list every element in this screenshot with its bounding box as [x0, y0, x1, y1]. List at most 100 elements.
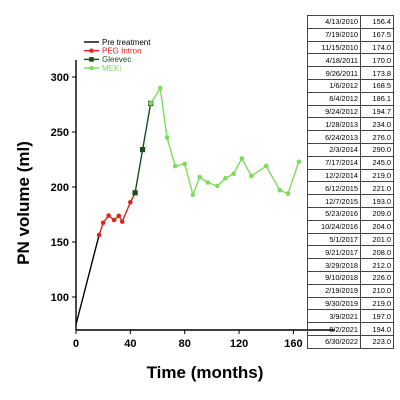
table-row: 2/3/2014 290.0: [307, 142, 394, 157]
measurement-table: 4/13/2010 156.4 7/19/2010 167.5 11/15/2010 17…: [307, 15, 394, 349]
table-row: 8/2/2021 194.0: [307, 322, 394, 336]
legend-marker-gleevec: [89, 57, 94, 62]
data-point-peg-intron: [111, 217, 117, 223]
table-date-cell: 1/28/2013: [307, 117, 361, 132]
table-date-cell: 5/1/2017: [307, 232, 361, 247]
table-row: 6/24/2013 276.0: [307, 130, 394, 144]
data-point-peg-intron: [119, 219, 125, 224]
data-point-meki: [172, 163, 178, 169]
table-date-cell: 6/30/2022: [307, 334, 361, 349]
data-point-meki: [263, 163, 269, 169]
table-date-cell: 6/24/2013: [307, 130, 361, 144]
table-date-cell: 3/9/2021: [307, 309, 361, 324]
table-value-cell: 290.0: [360, 142, 394, 157]
data-point-peg-intron: [100, 220, 106, 226]
table-value-cell: 226.0: [360, 270, 394, 285]
table-value-cell: 223.0: [360, 334, 394, 349]
data-point-gleevec: [132, 190, 138, 196]
table-row: 6/30/2022 223.0: [307, 334, 394, 349]
table-value-cell: 209.0: [360, 206, 394, 221]
table-row: 9/10/2018 226.0: [307, 270, 394, 285]
table-value-cell: 156.4: [360, 15, 394, 29]
table-row: 9/26/2011 173.8: [307, 66, 394, 80]
table-date-cell: 11/15/2010: [307, 40, 361, 55]
table-value-cell: 219.0: [360, 296, 394, 311]
table-date-cell: 9/30/2019: [307, 296, 361, 311]
table-date-cell: 9/26/2011: [307, 66, 361, 80]
table-row: 6/12/2015 221.0: [307, 181, 394, 196]
table-value-cell: 194.7: [360, 104, 394, 119]
table-value-cell: 221.0: [360, 181, 394, 196]
data-point-meki: [182, 161, 188, 167]
table-value-cell: 201.0: [360, 232, 394, 247]
table-row: 4/13/2010 156.4: [307, 15, 394, 29]
data-point-peg-intron: [106, 213, 111, 218]
table-value-cell: 210.0: [360, 283, 394, 298]
table-value-cell: 197.0: [360, 309, 394, 324]
data-point-meki: [285, 191, 291, 196]
table-row: 12/2/2014 219.0: [307, 168, 394, 183]
table-row: 1/28/2013 234.0: [307, 117, 394, 132]
data-point-meki: [148, 101, 154, 106]
plot-area: [75, 85, 302, 325]
x-tick-label: 80: [179, 338, 191, 350]
table-date-cell: 8/2/2021: [307, 322, 361, 336]
data-point-peg-intron: [116, 213, 122, 219]
y-tick-label: 150: [51, 237, 69, 249]
data-point-meki: [190, 192, 196, 197]
table-value-cell: 186.1: [360, 91, 394, 106]
table-row: 9/24/2012 194.7: [307, 104, 394, 119]
table-date-cell: 2/3/2014: [307, 142, 361, 157]
table-date-cell: 7/17/2014: [307, 155, 361, 170]
table-row: 3/9/2021 197.0: [307, 309, 394, 324]
table-date-cell: 4/13/2010: [307, 15, 361, 29]
data-point-peg-intron: [96, 232, 102, 238]
table-value-cell: 234.0: [360, 117, 394, 132]
y-tick-label: 300: [51, 72, 69, 84]
table-row: 2/19/2019 210.0: [307, 283, 394, 298]
data-point-peg-intron: [128, 199, 133, 205]
y-tick-label: 200: [51, 182, 69, 194]
table-row: 3/29/2018 212.0: [307, 258, 394, 272]
table-date-cell: 10/24/2016: [307, 219, 361, 234]
data-point-meki: [215, 183, 220, 189]
table-value-cell: 173.8: [360, 66, 394, 80]
table-value-cell: 167.5: [360, 27, 394, 42]
data-point-meki: [231, 171, 236, 177]
table-value-cell: 212.0: [360, 258, 394, 272]
data-point-meki: [296, 159, 302, 164]
y-axis-title: PN volume (ml): [14, 141, 33, 265]
table-date-cell: 9/21/2017: [307, 245, 361, 260]
y-tick-label: 250: [51, 127, 69, 139]
table-value-cell: 204.0: [360, 219, 394, 234]
x-tick-label: 160: [284, 338, 302, 350]
table-date-cell: 12/7/2015: [307, 194, 361, 208]
table-date-cell: 3/29/2018: [307, 258, 361, 272]
legend-label-peg-intron: PEG Intron: [102, 47, 142, 56]
table-value-cell: 193.0: [360, 194, 394, 208]
table-row: 9/21/2017 208.0: [307, 245, 394, 260]
data-point-meki: [205, 180, 211, 185]
table-value-cell: 208.0: [360, 245, 394, 260]
table-row: 7/17/2014 245.0: [307, 155, 394, 170]
table-row: 7/19/2010 167.5: [307, 27, 394, 42]
table-value-cell: 276.0: [360, 130, 394, 144]
data-point-meki: [157, 85, 163, 91]
table-value-cell: 194.0: [360, 322, 394, 336]
table-row: 11/15/2010 174.0: [307, 40, 394, 55]
legend-label-pre-treatment: Pre treatment: [102, 38, 151, 47]
legend-label-meki: MEKi: [102, 64, 121, 73]
table-row: 1/6/2012 168.5: [307, 78, 394, 93]
table-value-cell: 174.0: [360, 40, 394, 55]
legend-marker-meki: [89, 65, 94, 71]
data-point-meki: [197, 174, 202, 180]
table-row: 9/30/2019 219.0: [307, 296, 394, 311]
table-row: 6/4/2012 186.1: [307, 91, 394, 106]
table-value-cell: 168.5: [360, 78, 394, 93]
table-body: 4/13/2010 156.4 7/19/2010 167.5 11/15/2010 17…: [307, 15, 394, 349]
table-date-cell: 9/10/2018: [307, 270, 361, 285]
data-point-meki: [248, 173, 254, 179]
data-point-meki: [223, 175, 228, 181]
